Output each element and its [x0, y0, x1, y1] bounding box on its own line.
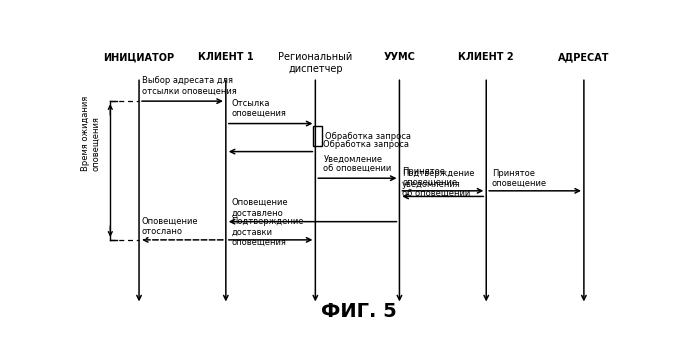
Text: КЛИЕНТ 1: КЛИЕНТ 1 — [198, 52, 253, 62]
Text: Отсылка
оповещения: Отсылка оповещения — [231, 99, 286, 118]
Text: Оповещение
отослано: Оповещение отослано — [141, 216, 198, 236]
Text: ФИГ. 5: ФИГ. 5 — [321, 302, 397, 321]
Text: Время ожидания
оповещения: Время ожидания оповещения — [80, 95, 100, 170]
Text: Обработка запроса: Обработка запроса — [323, 140, 410, 149]
Text: ИНИЦИАТОР: ИНИЦИАТОР — [104, 52, 174, 62]
Text: Принятое
оповещение: Принятое оповещение — [402, 167, 457, 187]
Text: КЛИЕНТ 2: КЛИЕНТ 2 — [458, 52, 514, 62]
Text: Уведомление
об оповещении: Уведомление об оповещении — [323, 155, 392, 174]
Text: Принятое
оповещение: Принятое оповещение — [491, 169, 547, 188]
Text: Выбор адресата для
отсылки оповещения: Выбор адресата для отсылки оповещения — [141, 76, 237, 95]
Text: УУМС: УУМС — [384, 52, 415, 62]
Text: Региональный
диспетчер: Региональный диспетчер — [278, 52, 353, 74]
Text: Подтверждение
доставки
оповещения: Подтверждение доставки оповещения — [231, 217, 304, 247]
Text: Обработка запроса: Обработка запроса — [325, 132, 411, 141]
Text: АДРЕСАТ: АДРЕСАТ — [558, 52, 610, 62]
Text: Подтверждение
уведомления
об оповещении: Подтверждение уведомления об оповещении — [402, 169, 475, 199]
Text: Оповещение
доставлено: Оповещение доставлено — [231, 198, 288, 217]
